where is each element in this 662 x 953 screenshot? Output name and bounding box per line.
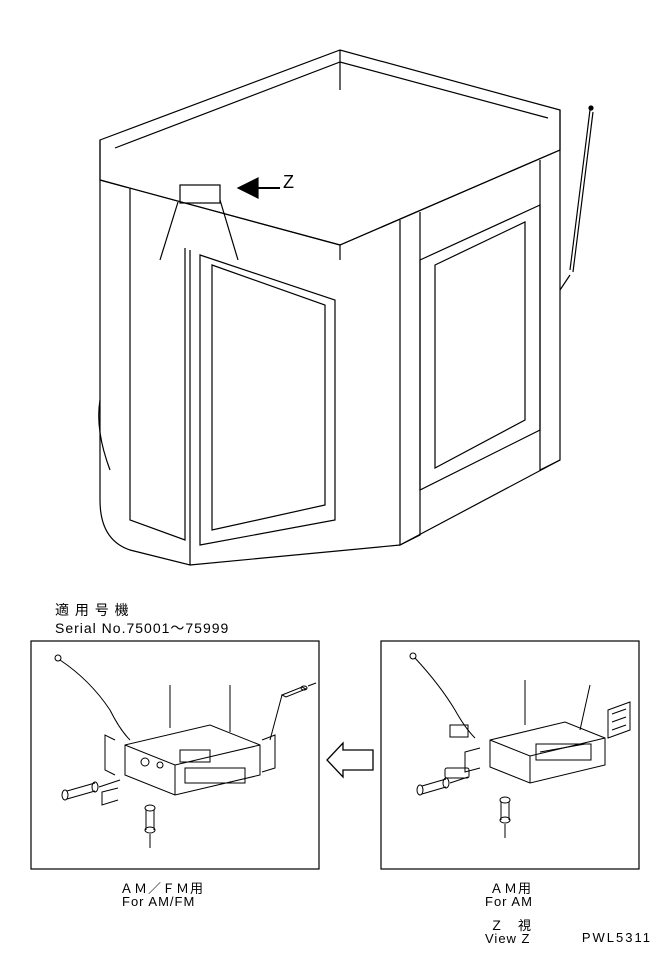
- serial-en: Serial No.75001～75999: [55, 618, 229, 638]
- right-panel-en: For AM: [485, 894, 533, 909]
- panel-arrow: [325, 740, 375, 780]
- left-panel-en: For AM/FM: [122, 894, 195, 909]
- document-id: PWL5311: [582, 930, 652, 945]
- cab-diagram: [0, 0, 662, 570]
- right-panel: [380, 640, 640, 870]
- page-root: Z 適 用 号 機 Serial No.75001～75999: [0, 0, 662, 953]
- serial-jp: 適 用 号 機: [55, 600, 130, 620]
- left-panel: [30, 640, 320, 870]
- z-arrow: [238, 178, 280, 198]
- view-z-en: View Z: [485, 931, 531, 946]
- z-arrow-label: Z: [283, 172, 295, 193]
